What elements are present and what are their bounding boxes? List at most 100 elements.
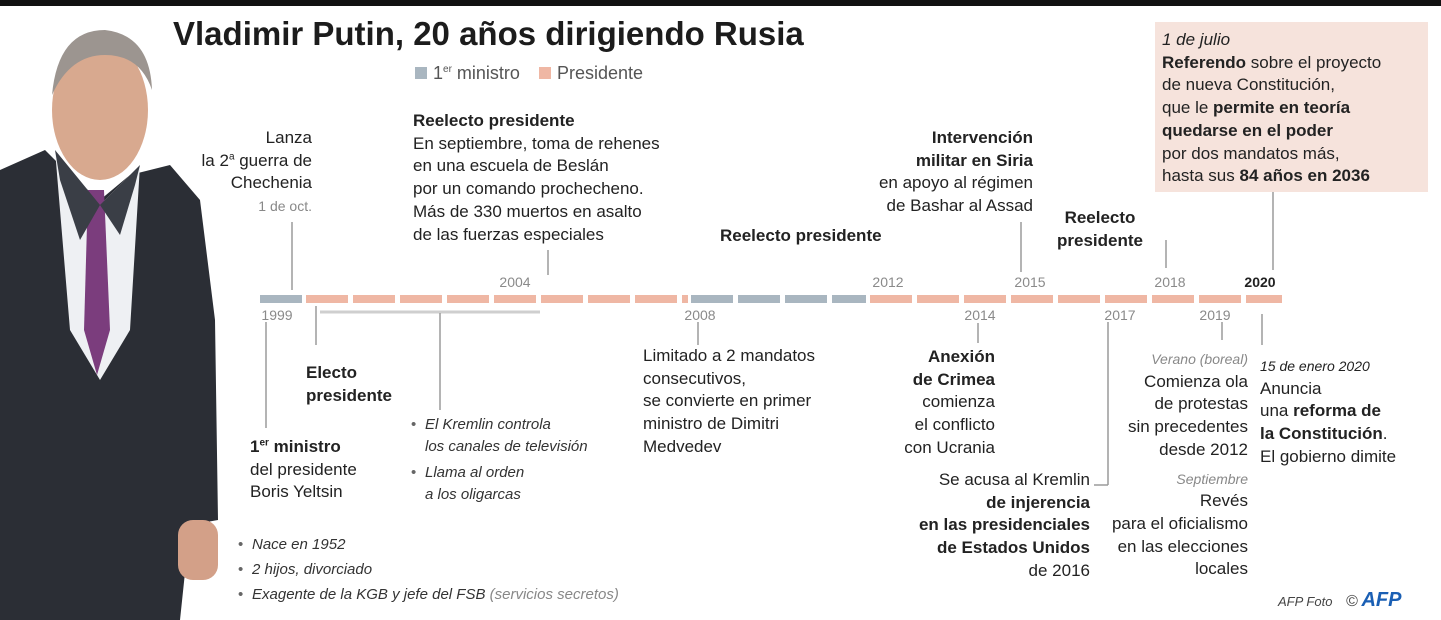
event: Reelecto presidente xyxy=(1040,207,1160,252)
event: Reelecto presidente En septiembre, toma … xyxy=(413,110,660,246)
text: la 2 xyxy=(201,150,229,170)
shape: • xyxy=(238,561,244,578)
credit: AFP Foto © AFP xyxy=(1278,589,1401,614)
text: del presidente xyxy=(250,459,357,479)
shape: • xyxy=(411,464,417,481)
connectors xyxy=(265,192,1274,486)
timeline-segment xyxy=(1199,295,1241,303)
text: se convierte en primer xyxy=(643,391,812,411)
title: Vladimir Putin, 20 años dirigiendo Rusia xyxy=(173,15,804,52)
timeline-segment xyxy=(691,295,733,303)
text: a xyxy=(228,151,235,163)
text: AFP xyxy=(1361,589,1402,611)
shape: • Llama al orden xyxy=(411,462,588,484)
timeline-segment xyxy=(1246,295,1282,303)
timeline-segment xyxy=(682,295,688,303)
text: desde 2012 xyxy=(1159,439,1248,459)
event: • El Kremlin controla los canales de tele… xyxy=(411,414,588,506)
shape: Referendo sobre el proyecto xyxy=(1162,52,1381,75)
text: de injerencia xyxy=(986,492,1090,512)
text: de 2016 xyxy=(1028,560,1090,580)
text: en apoyo al régimen xyxy=(878,173,1033,193)
text: (servicios secretos) xyxy=(485,586,619,603)
shape: a los oligarcas xyxy=(411,484,588,506)
timeline-segment xyxy=(1011,295,1053,303)
text: para el oficialismo xyxy=(1111,513,1248,533)
event: Lanza la 2a guerra de Chechenia 1 de oct… xyxy=(150,127,312,218)
text: en las elecciones xyxy=(1117,536,1248,556)
timeline-segment xyxy=(832,295,866,303)
top-bar xyxy=(0,0,1441,6)
shape xyxy=(55,150,140,240)
year-label: 2004 xyxy=(499,274,531,290)
text: Chechenia xyxy=(230,173,312,193)
text: presidente xyxy=(1057,230,1143,250)
text: en una escuela de Beslán xyxy=(413,156,609,176)
year-label: 2019 xyxy=(1199,307,1231,323)
text: Referendo xyxy=(1162,52,1247,72)
text: de protestas xyxy=(1154,394,1248,414)
shape xyxy=(178,520,218,580)
shape xyxy=(52,40,148,180)
shape: la 2a guerra de xyxy=(150,150,312,173)
text: Revés xyxy=(1199,491,1248,511)
year-label: 2008 xyxy=(684,307,716,323)
text: 15 de enero 2020 xyxy=(1260,358,1370,374)
shape: • El Kremlin controla xyxy=(411,414,588,436)
shape: • xyxy=(411,416,417,433)
text: guerra de xyxy=(234,150,312,170)
text: de Estados Unidos xyxy=(936,538,1090,558)
year-label: 2020 xyxy=(1244,274,1276,290)
text: una xyxy=(1260,401,1294,421)
shape xyxy=(84,190,110,375)
shape xyxy=(0,150,218,620)
timeline-segment xyxy=(738,295,780,303)
shape: 1er ministro xyxy=(250,436,357,459)
text: de las fuerzas especiales xyxy=(413,224,604,244)
shape: • xyxy=(238,586,244,603)
text: El Kremlin controla xyxy=(425,416,551,433)
text: de nueva Constitución, xyxy=(1162,75,1335,95)
text: de Bashar al Assad xyxy=(886,196,1033,216)
text: en las presidenciales xyxy=(918,515,1090,535)
event: Limitado a 2 mandatos consecutivos, se con… xyxy=(643,345,815,459)
timeline-segment xyxy=(785,295,827,303)
event: Verano (boreal) Comienza ola de protestas… xyxy=(1088,348,1248,581)
highlight-box xyxy=(1155,22,1428,192)
year-label: 2014 xyxy=(964,307,996,323)
portrait xyxy=(0,30,218,620)
text: 1 xyxy=(250,437,260,456)
timeline-segment xyxy=(1058,295,1100,303)
shape: una reforma de xyxy=(1260,400,1396,423)
timeline-segment xyxy=(447,295,489,303)
text: Presidente xyxy=(556,63,644,83)
text: comienza xyxy=(922,392,995,412)
text: © xyxy=(1346,593,1358,610)
event: 1er ministro del presidente Boris Yeltsin xyxy=(250,436,357,504)
shape: • Nace en 1952 xyxy=(238,532,619,557)
text: 1 xyxy=(433,63,444,83)
text: con Ucrania xyxy=(904,437,995,457)
text: Medvedev xyxy=(643,436,722,456)
shape: los canales de televisión xyxy=(411,436,588,458)
timeline-segment xyxy=(1105,295,1147,303)
timeline-segment xyxy=(870,295,912,303)
text: Exagente de la KGB y jefe del FSB xyxy=(252,586,486,603)
legend-swatch xyxy=(538,67,551,79)
text: hasta sus xyxy=(1162,166,1240,186)
text: 2 hijos, divorciado xyxy=(252,561,373,578)
shape: • Exagente de la KGB y jefe del FSB (serv… xyxy=(238,582,619,607)
text: Más de 330 muertos en asalto xyxy=(413,201,642,221)
text: Reelecto presidente xyxy=(413,111,575,130)
text: por un comando prochecheno. xyxy=(413,179,644,199)
text: Anuncia xyxy=(1260,378,1322,398)
text: Nace en 1952 xyxy=(252,536,346,553)
timeline-segment xyxy=(588,295,630,303)
timeline-bar xyxy=(260,295,1282,303)
text: Anexión xyxy=(927,347,995,366)
timeline-segment xyxy=(260,295,302,303)
text: 84 años en 2036 xyxy=(1239,166,1370,186)
event: 1 de julio Referendo sobre el proyecto d… xyxy=(1162,29,1381,188)
text: reforma de xyxy=(1293,401,1381,421)
